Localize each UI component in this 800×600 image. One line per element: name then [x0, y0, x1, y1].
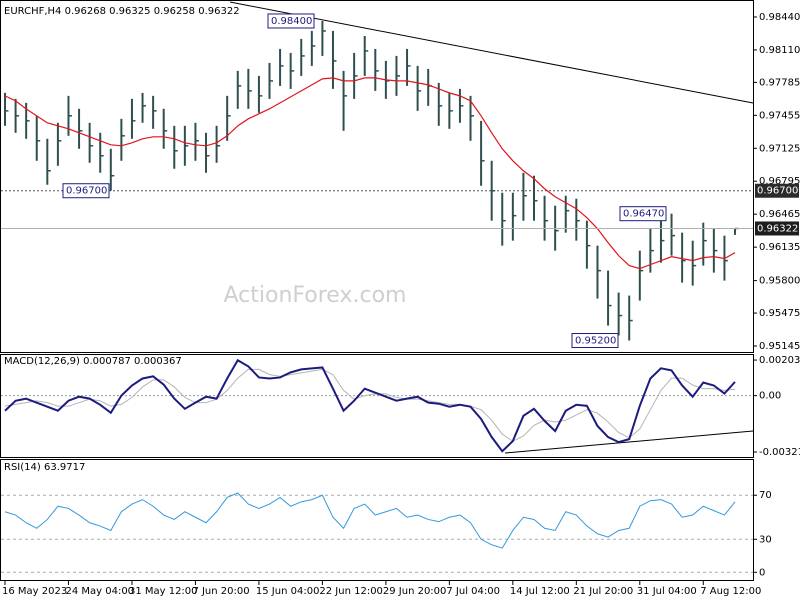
x-tick-label: 7 Jul 04:00: [446, 586, 500, 597]
macd-signal: [4, 368, 736, 442]
y-tick-label: 0.97455: [759, 110, 800, 121]
y-tick-label: 0.00: [759, 391, 781, 402]
y-tick-label: 70: [759, 490, 772, 501]
y-tick-label: 0.97785: [759, 77, 800, 88]
rsi-title: RSI(14): [4, 462, 41, 473]
last-price-box: [755, 221, 799, 236]
annotation-box: [267, 13, 315, 29]
level-label-box: [755, 183, 799, 198]
y-tick-label: 0.97125: [759, 143, 800, 154]
annotation-box: [571, 333, 619, 349]
open: 0.96268: [65, 6, 106, 17]
macd-value: 0.000787: [83, 356, 131, 367]
x-tick-label: 7 Aug 12:00: [700, 586, 761, 597]
price-panel: [0, 0, 754, 353]
x-tick-label: 31 May 12:00: [129, 586, 198, 597]
macd-trendline: [504, 430, 754, 454]
y-tick-label: 0.98110: [759, 45, 800, 56]
annotation-label: 0.98400: [271, 16, 312, 27]
y-tick-label: 30: [759, 534, 772, 545]
x-tick-label: 22 Jun 12:00: [319, 586, 383, 597]
x-tick-label: 15 Jun 04:00: [256, 586, 320, 597]
y-tick-label: 0.95475: [759, 308, 800, 319]
x-tick-label: 31 Jul 04:00: [637, 586, 697, 597]
price-header: EURCHF,H4 0.96268 0.96325 0.96258 0.9632…: [4, 6, 240, 17]
moving-average: [4, 77, 736, 270]
y-tick-label: 0.95800: [759, 276, 800, 287]
y-tick-label: 0.002031: [759, 355, 800, 366]
macd-panel: [0, 354, 754, 458]
watermark: ActionForex.com: [224, 283, 407, 308]
signal-value: 0.000367: [134, 356, 182, 367]
macd-header: MACD(12,26,9) 0.000787 0.000367: [4, 356, 182, 367]
x-tick-label: 7 Jun 20:00: [192, 586, 249, 597]
high: 0.96325: [109, 6, 150, 17]
rsi-value: 63.9717: [44, 462, 85, 473]
annotation-box: [62, 183, 110, 199]
macd-title: MACD(12,26,9): [4, 356, 80, 367]
y-tick-label: -0.003214: [759, 447, 800, 458]
macd-line: [4, 358, 736, 453]
annotation-label: 0.96700: [66, 186, 107, 197]
last-price-label: 0.96322: [757, 223, 798, 234]
y-tick-label: 0.96795: [759, 176, 800, 187]
x-tick-label: 21 Jul 20:00: [573, 586, 633, 597]
y-tick-label: 0.98440: [759, 12, 800, 23]
low: 0.96258: [154, 6, 195, 17]
trendline: [229, 1, 754, 104]
y-tick-label: 0.95145: [759, 341, 800, 352]
rsi-header: RSI(14) 63.9717: [4, 462, 85, 473]
annotation-label: 0.96470: [623, 209, 664, 220]
x-tick-label: 29 Jun 20:00: [383, 586, 447, 597]
rsi-panel: [0, 459, 754, 581]
y-tick-label: 0: [759, 567, 765, 578]
y-tick-label: 0.96465: [759, 209, 800, 220]
y-tick-label: 0.96135: [759, 242, 800, 253]
x-tick-label: 14 Jul 12:00: [510, 586, 570, 597]
x-tick-label: 24 May 04:00: [65, 586, 134, 597]
level-label: 0.96700: [757, 186, 798, 197]
x-tick-label: 16 May 2023: [2, 586, 67, 597]
symbol: EURCHF,H4: [4, 6, 61, 17]
annotation-box: [619, 206, 667, 222]
annotation-label: 0.95200: [575, 336, 616, 347]
rsi-line: [4, 492, 736, 549]
close: 0.96322: [198, 6, 239, 17]
